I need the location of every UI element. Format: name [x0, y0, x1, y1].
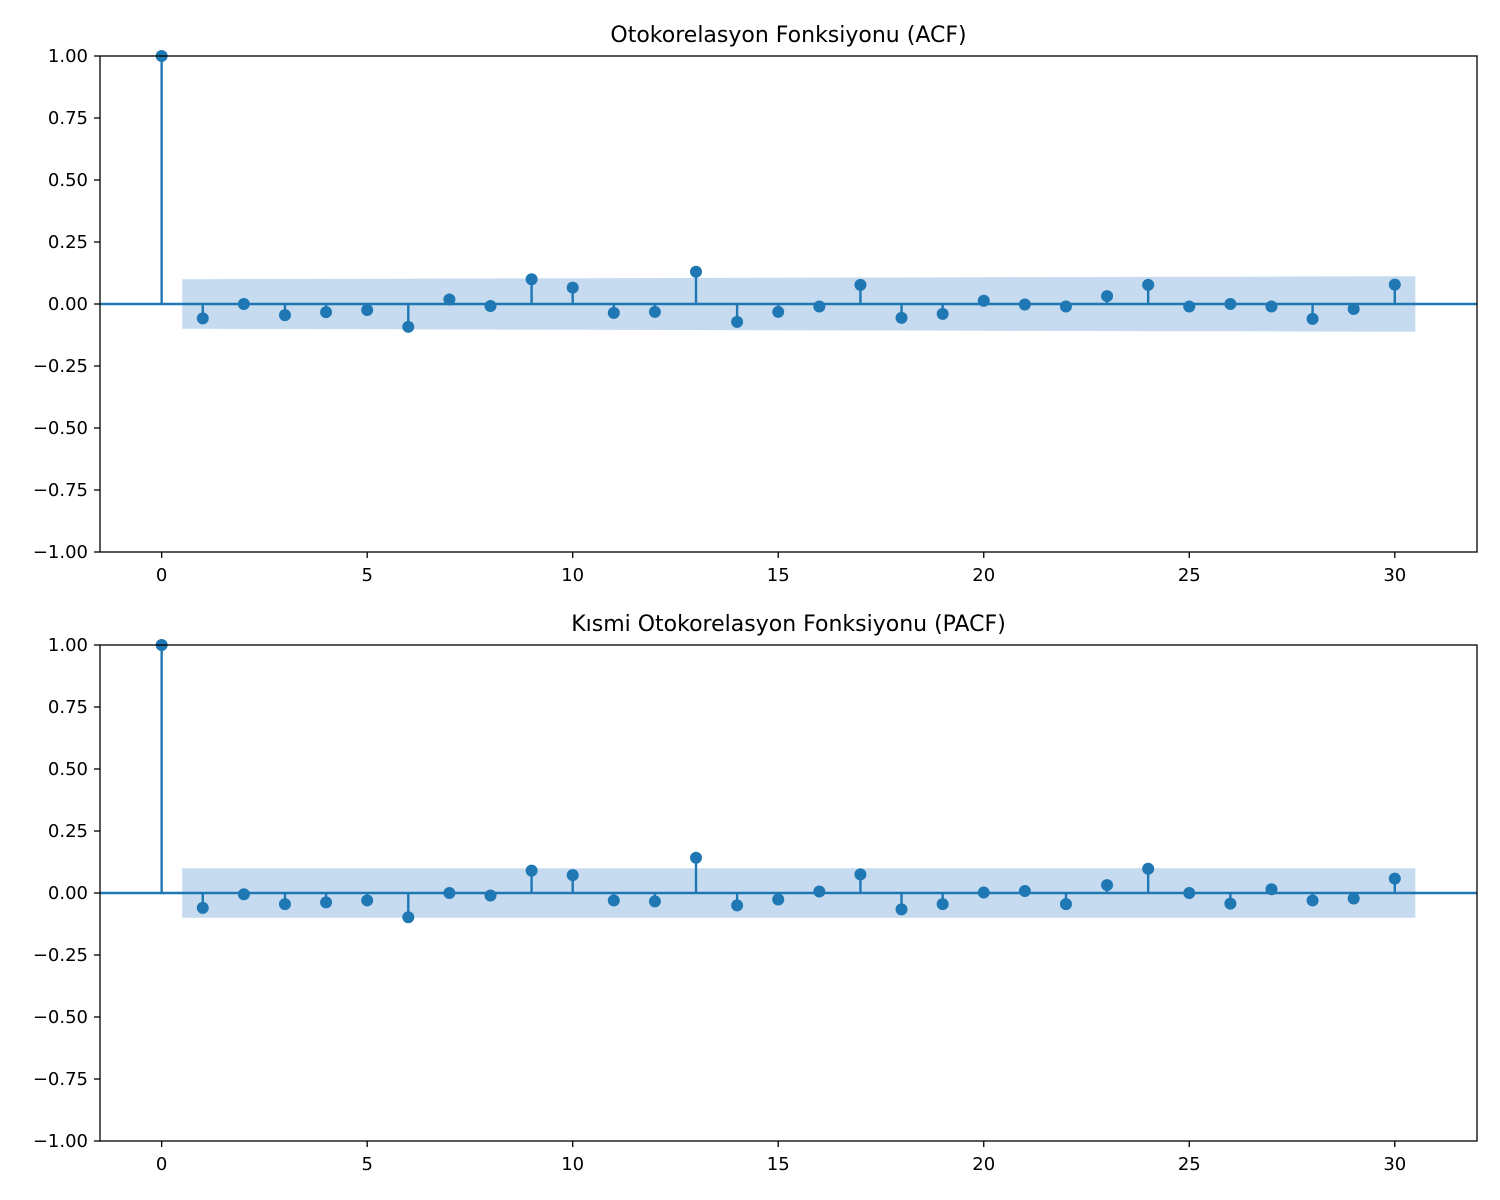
stem-marker: [1347, 302, 1360, 315]
stem-marker: [977, 886, 990, 899]
y-tick-label: −1.00: [33, 1131, 88, 1152]
stem-marker: [1059, 898, 1072, 911]
y-tick-label: 1.00: [48, 46, 88, 67]
stem-marker: [237, 298, 250, 310]
x-tick-label: 30: [1383, 565, 1406, 586]
stem-marker: [1306, 894, 1319, 907]
stem-marker: [936, 898, 949, 911]
x-tick-label: 15: [767, 1154, 790, 1175]
stem-marker: [1018, 885, 1031, 898]
stem-marker: [525, 864, 538, 877]
y-tick-label: 0.50: [48, 170, 88, 191]
y-tick-label: 1.00: [48, 635, 88, 656]
stem-marker: [690, 851, 703, 864]
stem-marker: [772, 893, 785, 906]
stem-marker: [1306, 312, 1319, 325]
pacf-chart: 1.00 0.75 0.50 0.25 0.00 −0.25 −0.50 −0.75 −1.00…: [33, 612, 1478, 1175]
stem-marker: [1265, 883, 1278, 896]
y-tick-label: −0.75: [33, 1069, 88, 1090]
stem-marker: [1059, 300, 1072, 313]
x-tick-label: 25: [1178, 565, 1201, 586]
stem-marker: [1183, 300, 1196, 313]
stem-marker: [1388, 278, 1401, 291]
stem-marker: [278, 309, 291, 322]
stem-marker: [1142, 278, 1155, 291]
x-tick-label: 20: [972, 565, 995, 586]
x-tick-label: 30: [1383, 1154, 1406, 1175]
stem-marker: [1224, 897, 1237, 910]
stem-marker: [443, 887, 456, 899]
stem-marker: [813, 300, 826, 313]
y-tick-label: −0.50: [33, 418, 88, 439]
x-tick-label: 0: [156, 1154, 167, 1175]
stem-marker: [525, 273, 538, 286]
y-tick-label: −0.25: [33, 945, 88, 966]
stem-marker: [196, 312, 209, 325]
stem-marker: [361, 894, 374, 907]
y-tick-label: −1.00: [33, 542, 88, 563]
stem-marker: [1224, 298, 1237, 310]
stem-marker: [320, 896, 333, 909]
x-tick-label: 10: [561, 1154, 584, 1175]
x-tick-label: 0: [156, 565, 167, 586]
acf-chart: 1.00 0.75 0.50 0.25 0.00 −0.25 −0.50 −0.75 −1.00…: [33, 23, 1478, 586]
stem-marker: [443, 293, 456, 306]
stem-marker: [402, 911, 415, 924]
stem-marker: [977, 294, 990, 307]
y-tick-label: −0.75: [33, 480, 88, 501]
y-tick-label: 0.25: [48, 821, 88, 842]
stem-marker: [1347, 892, 1360, 905]
stem-marker: [690, 265, 703, 278]
stem-marker: [648, 305, 661, 318]
x-tick-label: 5: [361, 1154, 372, 1175]
chart-title: Kısmi Otokorelasyon Fonksiyonu (PACF): [571, 612, 1006, 637]
chart-title: Otokorelasyon Fonksiyonu (ACF): [610, 23, 966, 48]
y-tick-label: 0.75: [48, 108, 88, 129]
stem-marker: [1183, 887, 1196, 899]
stem-marker: [854, 868, 867, 881]
stem-marker: [813, 885, 826, 898]
stem-marker: [936, 307, 949, 320]
stem-marker: [607, 894, 620, 907]
stem-marker: [895, 311, 908, 324]
stem-marker: [566, 869, 579, 882]
stem-marker: [1265, 300, 1278, 313]
stem-marker: [731, 899, 744, 912]
stem-marker: [484, 889, 497, 902]
stem-marker: [1101, 879, 1114, 892]
y-tick-label: 0.75: [48, 697, 88, 718]
y-tick-label: 0.25: [48, 232, 88, 253]
stem-marker: [278, 898, 291, 911]
x-tick-label: 15: [767, 565, 790, 586]
stem-marker: [772, 305, 785, 318]
stem-marker: [361, 303, 374, 316]
stem-marker: [854, 278, 867, 291]
y-tick-label: −0.50: [33, 1007, 88, 1028]
stem-marker: [1018, 298, 1031, 311]
stem-marker: [402, 320, 415, 333]
stem-marker: [1142, 862, 1155, 875]
x-tick-label: 10: [561, 565, 584, 586]
stem-marker: [196, 901, 209, 914]
stem-marker: [648, 895, 661, 908]
stem-marker: [237, 888, 250, 901]
y-tick-label: 0.00: [48, 883, 88, 904]
y-tick-label: 0.00: [48, 294, 88, 315]
y-tick-label: 0.50: [48, 759, 88, 780]
stem-marker: [484, 299, 497, 312]
stem-marker: [1388, 872, 1401, 885]
stem-marker: [895, 903, 908, 916]
x-tick-label: 25: [1178, 1154, 1201, 1175]
stem-marker: [607, 306, 620, 319]
x-tick-label: 20: [972, 1154, 995, 1175]
stem-marker: [1101, 290, 1114, 303]
stem-marker: [566, 281, 579, 294]
stem-marker: [320, 306, 333, 319]
stem-marker: [731, 315, 744, 328]
y-tick-label: −0.25: [33, 356, 88, 377]
x-tick-label: 5: [361, 565, 372, 586]
